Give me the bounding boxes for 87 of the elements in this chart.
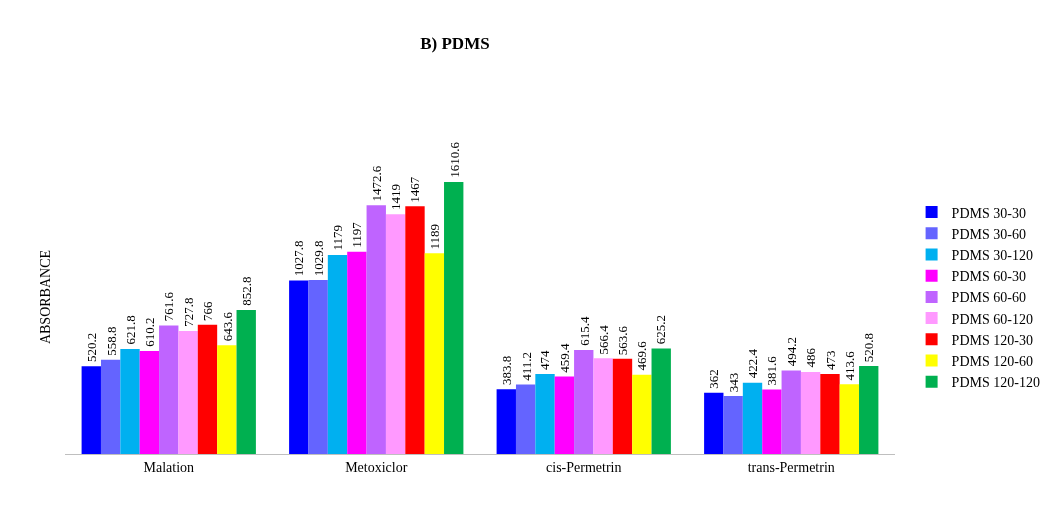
bar — [197, 324, 218, 454]
legend-label: PDMS 30-120 — [951, 247, 1033, 263]
data-label: 766 — [199, 301, 215, 322]
data-label: 362 — [705, 369, 721, 389]
chart-title: B) PDMS — [420, 33, 490, 53]
data-label: 486 — [802, 347, 818, 368]
data-label: 473 — [822, 350, 838, 371]
bar — [723, 396, 743, 454]
data-label: 621.8 — [122, 315, 138, 345]
x-tick-label: trans-Permetrin — [747, 459, 835, 475]
bar — [574, 350, 594, 454]
data-label: 381.6 — [764, 355, 780, 386]
data-label: 610.2 — [141, 317, 157, 347]
bar — [742, 382, 763, 454]
bar — [178, 331, 198, 454]
data-label: 494.2 — [784, 337, 800, 367]
bar — [424, 253, 445, 454]
data-label: 520.8 — [861, 333, 877, 363]
bar — [612, 358, 633, 454]
bar — [839, 384, 860, 454]
data-label: 474 — [537, 349, 553, 370]
legend-label: PDMS 120-30 — [951, 332, 1033, 348]
bar — [496, 389, 516, 454]
data-label: 343 — [726, 372, 742, 393]
data-label: 1189 — [427, 224, 443, 250]
bar — [632, 374, 652, 454]
data-label: 625.2 — [653, 314, 669, 345]
x-tick-label: cis-Permetrin — [546, 459, 622, 475]
data-label: 563.6 — [614, 325, 630, 356]
data-label: 1027.8 — [291, 240, 307, 277]
data-label: 1472.6 — [368, 165, 384, 202]
data-label: 413.6 — [842, 350, 858, 381]
data-label: 383.8 — [498, 355, 514, 385]
bar — [704, 392, 724, 454]
data-label: 566.4 — [595, 324, 611, 355]
data-label: 520.2 — [83, 332, 99, 362]
bar — [120, 348, 140, 454]
bar — [800, 371, 821, 454]
data-label: 761.6 — [161, 291, 177, 322]
legend-label: PDMS 60-30 — [951, 269, 1026, 285]
data-label: 411.2 — [518, 351, 534, 381]
bar — [385, 214, 406, 454]
legend-label: PDMS 120-60 — [951, 353, 1033, 369]
legend-label: PDMS 120-120 — [951, 375, 1040, 391]
bar — [444, 182, 464, 454]
bar — [593, 358, 613, 454]
legend-label: PDMS 60-120 — [951, 311, 1033, 327]
bar — [289, 280, 309, 454]
x-tick-label: Metoxiclor — [345, 459, 408, 475]
data-label: 459.4 — [556, 343, 572, 373]
data-label: 1419 — [388, 183, 404, 210]
data-label: 1029.8 — [311, 240, 327, 277]
bar — [515, 384, 536, 454]
x-tick-label: Malation — [143, 459, 195, 475]
bar — [781, 370, 801, 454]
data-label: 558.8 — [103, 326, 119, 356]
bar — [405, 206, 425, 454]
bar — [139, 350, 160, 454]
bar — [236, 309, 256, 454]
bar — [820, 374, 840, 454]
data-label: 727.8 — [180, 297, 196, 327]
bar — [366, 205, 386, 454]
bar — [308, 280, 328, 454]
bar — [217, 345, 237, 454]
legend-label: PDMS 30-30 — [951, 205, 1026, 221]
data-label: 1467 — [407, 176, 423, 203]
bar — [159, 325, 179, 454]
bar — [81, 366, 101, 454]
bar — [859, 366, 879, 454]
data-label: 422.4 — [744, 348, 760, 379]
data-label: 852.8 — [238, 276, 254, 306]
y-axis-title: ABSORBANCE — [37, 249, 53, 345]
data-label: 469.6 — [634, 340, 650, 371]
bar — [347, 251, 367, 454]
data-label: 1610.6 — [446, 141, 462, 178]
bar — [554, 376, 575, 454]
legend-label: PDMS 60-60 — [951, 290, 1026, 306]
bar — [535, 373, 555, 454]
bar — [100, 359, 121, 454]
bar — [327, 254, 348, 454]
data-label: 1197 — [349, 221, 365, 248]
bar — [762, 389, 782, 454]
data-label: 643.6 — [219, 311, 235, 342]
data-label: 615.4 — [576, 316, 592, 346]
bar — [651, 348, 671, 454]
data-label: 1179 — [329, 224, 345, 251]
legend-label: PDMS 30-60 — [951, 226, 1026, 242]
